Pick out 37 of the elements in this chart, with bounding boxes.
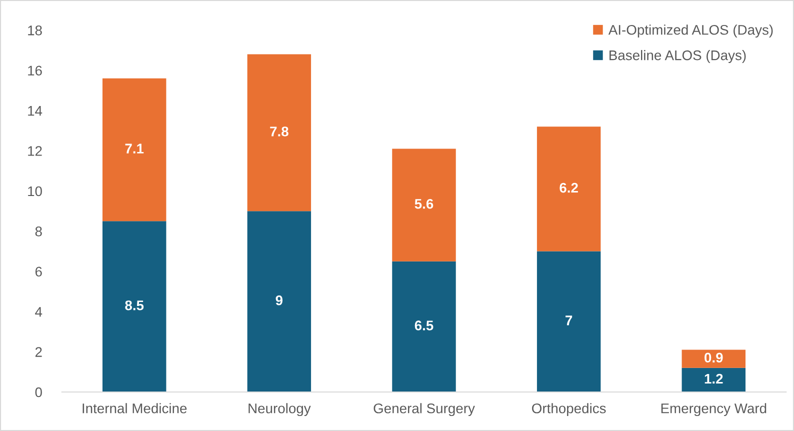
x-tick-label: Neurology bbox=[248, 403, 311, 416]
y-tick-label: 16 bbox=[28, 66, 42, 76]
bar bbox=[392, 148, 456, 262]
data-label: 7.8 bbox=[270, 126, 288, 136]
data-label: 7 bbox=[566, 316, 572, 326]
x-tick-label: Emergency Ward bbox=[661, 403, 766, 416]
data-label: 6.5 bbox=[414, 320, 434, 330]
x-tick-label: Internal Medicine bbox=[82, 403, 187, 414]
legend-label: AI-Optimized ALOS (Days) bbox=[608, 24, 773, 38]
x-tick-label: General Surgery bbox=[374, 403, 475, 416]
y-tick-label: 8 bbox=[35, 226, 42, 236]
y-tick-label: 12 bbox=[28, 146, 42, 156]
bar bbox=[247, 211, 312, 392]
data-label: 5.6 bbox=[414, 198, 434, 209]
bar bbox=[392, 261, 456, 392]
data-label: 7.1 bbox=[125, 144, 144, 154]
y-tick-label: 18 bbox=[28, 26, 42, 36]
data-label: 9 bbox=[276, 295, 283, 306]
data-label: 0.9 bbox=[704, 352, 723, 363]
y-tick-label: 0 bbox=[35, 387, 42, 398]
bar bbox=[247, 54, 312, 212]
legend-label: Baseline ALOS (Days) bbox=[610, 50, 746, 63]
bar bbox=[682, 368, 746, 392]
y-tick-label: 10 bbox=[28, 186, 42, 196]
bar bbox=[682, 350, 746, 368]
bar bbox=[102, 221, 166, 392]
bar bbox=[536, 251, 601, 392]
bar bbox=[536, 126, 601, 252]
data-label: 1.2 bbox=[704, 374, 723, 384]
y-tick-label: 4 bbox=[35, 307, 42, 317]
y-tick-label: 14 bbox=[28, 106, 42, 116]
y-tick-label: 2 bbox=[35, 347, 42, 357]
bar bbox=[102, 78, 166, 222]
data-label: 8.5 bbox=[125, 300, 144, 310]
y-tick-label: 6 bbox=[35, 266, 42, 277]
x-tick-label: Orthopedics bbox=[532, 403, 606, 416]
data-label: 6.2 bbox=[560, 182, 578, 193]
